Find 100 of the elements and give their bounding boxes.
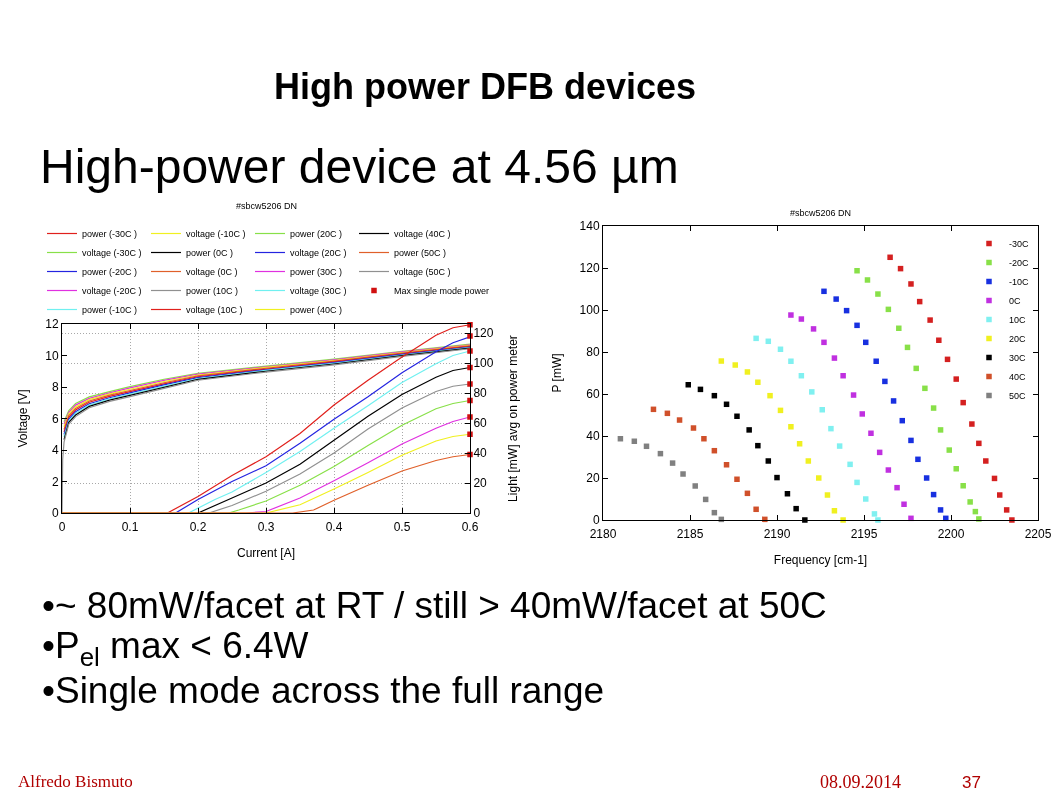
point (467, 414, 473, 420)
point (922, 385, 928, 392)
point (809, 389, 815, 395)
x-tick-label: 2185 (676, 527, 704, 542)
legend-label: power (-20C ) (82, 267, 138, 278)
point (718, 358, 725, 364)
text: 37 (962, 773, 981, 792)
point (847, 461, 853, 468)
point (802, 517, 808, 523)
y-tick-label: 100 (579, 303, 600, 318)
point (936, 337, 942, 343)
point (753, 335, 759, 342)
x-tick-label: 0.6 (461, 520, 479, 535)
text: 08.09.2014 (820, 772, 901, 792)
y-tick-label: 40 (586, 429, 600, 444)
legend-label: voltage (-30C ) (82, 248, 142, 259)
point (854, 479, 860, 486)
point (816, 475, 822, 481)
point (840, 517, 846, 523)
point (976, 440, 982, 447)
point (937, 507, 944, 513)
legend-label: 50C (1009, 391, 1027, 402)
x-tick-label: 0.3 (257, 520, 275, 535)
x-tick-label: 0.2 (189, 520, 207, 535)
y-tick-label: 60 (586, 387, 600, 402)
point (882, 378, 888, 385)
point (793, 505, 799, 512)
legend-label: -30C (1009, 239, 1030, 250)
point (796, 441, 803, 447)
chart-title: #sbcw5206 DN (236, 201, 298, 211)
y2-tick-label: 100 (473, 356, 494, 371)
point (744, 369, 751, 375)
point (871, 511, 878, 517)
point (967, 499, 973, 505)
point (819, 407, 825, 413)
point (788, 312, 794, 318)
point (885, 467, 892, 473)
y2-tick-label: 20 (473, 476, 488, 491)
y-tick-label: 0 (51, 506, 59, 521)
point (890, 398, 897, 404)
point (788, 424, 794, 430)
legend-label: voltage (-20C ) (82, 286, 142, 297)
point (753, 506, 759, 513)
legend-label: power (10C ) (186, 286, 239, 297)
point (723, 462, 730, 468)
y-tick-label: 140 (579, 219, 600, 234)
point (996, 492, 1003, 498)
x-tick-label: 0.1 (121, 520, 139, 535)
point (976, 516, 982, 522)
point (734, 413, 740, 420)
point (685, 382, 692, 388)
point (798, 316, 805, 322)
point (831, 508, 838, 514)
point (927, 317, 933, 323)
point (821, 288, 827, 295)
y2-axis-title: Light [mW] avg on power meter (505, 335, 520, 502)
text: •~ 80mW/facet at RT / still > 40mW/facet at 50C (42, 585, 827, 626)
legend-label: voltage (10C ) (186, 305, 243, 316)
point (953, 466, 959, 472)
point (875, 517, 881, 523)
legend-label: 30C (1009, 353, 1027, 364)
point (788, 358, 794, 364)
point (862, 496, 869, 502)
legend-label: voltage (30C ) (290, 286, 347, 297)
point (953, 376, 959, 382)
point (983, 458, 989, 464)
text: •P$_{el}$ max < 6.4W (42, 625, 309, 671)
x-tick-label: 2190 (763, 527, 791, 542)
text: High-power device at 4.56 µm (40, 140, 679, 193)
legend-label: power (0C ) (186, 248, 234, 259)
legend-label: power (40C ) (290, 305, 343, 316)
point (690, 425, 697, 431)
point (755, 442, 761, 449)
point (467, 381, 473, 387)
point (680, 471, 686, 477)
point (833, 296, 839, 302)
point (765, 458, 772, 464)
point (831, 355, 838, 361)
point (913, 365, 919, 372)
point (810, 326, 817, 332)
point (692, 483, 698, 489)
x-tick-label: 2205 (1024, 527, 1052, 542)
point (840, 372, 846, 379)
legend-label: voltage (50C ) (394, 267, 451, 278)
point (732, 362, 738, 368)
legend-label: voltage (-10C ) (186, 229, 246, 240)
point (755, 379, 761, 385)
y-axis-title: Voltage [V] (15, 389, 30, 448)
point (923, 475, 930, 481)
point (746, 427, 752, 433)
point (875, 291, 881, 297)
point (467, 333, 473, 339)
text: Alfredo Bismuto (18, 772, 133, 791)
y-axis-title: P [mW] (549, 353, 564, 393)
point (1003, 507, 1010, 513)
point (930, 405, 937, 411)
point (873, 358, 879, 364)
point (896, 325, 902, 332)
legend-label: -20C (1009, 258, 1030, 269)
point (669, 460, 676, 466)
